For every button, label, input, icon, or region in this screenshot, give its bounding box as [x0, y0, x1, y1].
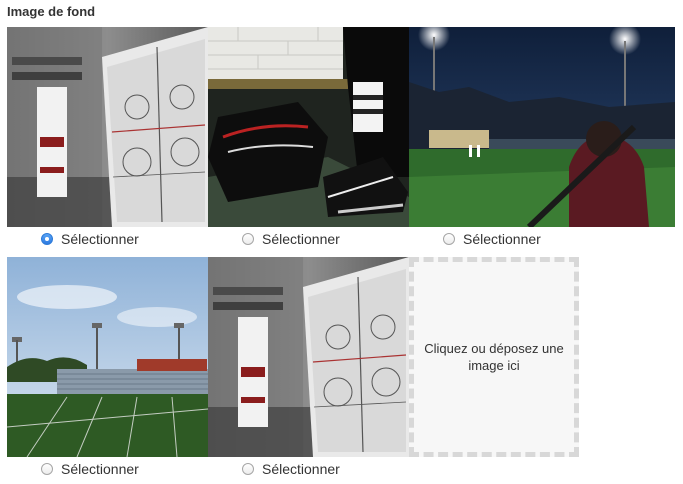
football-stadium-image: [7, 257, 208, 457]
select-option-2[interactable]: Sélectionner: [208, 227, 409, 251]
background-option-4: Sélectionner: [7, 257, 208, 481]
background-option-5: Sélectionner: [208, 257, 409, 481]
radio-button[interactable]: [41, 233, 53, 245]
select-label: Sélectionner: [262, 231, 340, 247]
select-label: Sélectionner: [61, 461, 139, 477]
section-title: Image de fond: [7, 4, 96, 19]
select-option-5[interactable]: Sélectionner: [208, 457, 409, 481]
image-upload-dropzone[interactable]: Cliquez ou déposez une image ici: [409, 257, 579, 457]
select-option-1[interactable]: Sélectionner: [7, 227, 208, 251]
baseball-field-image: [409, 27, 675, 227]
dropzone-text: Cliquez ou déposez une image ici: [424, 341, 564, 373]
select-option-4[interactable]: Sélectionner: [7, 457, 208, 481]
background-thumbnail-stadium[interactable]: [7, 257, 208, 457]
background-option-2: Sélectionner: [208, 27, 409, 251]
select-label: Sélectionner: [463, 231, 541, 247]
hockey-skates-image: [208, 27, 409, 227]
select-label: Sélectionner: [61, 231, 139, 247]
radio-button[interactable]: [41, 463, 53, 475]
background-option-3: Sélectionner: [409, 27, 675, 251]
background-option-1: Sélectionner: [7, 27, 208, 251]
select-label: Sélectionner: [262, 461, 340, 477]
radio-button[interactable]: [242, 463, 254, 475]
background-thumbnail-locker-room-2[interactable]: [208, 257, 409, 457]
background-thumbnail-locker-room[interactable]: [7, 27, 208, 227]
background-thumbnail-baseball[interactable]: [409, 27, 675, 227]
radio-button[interactable]: [443, 233, 455, 245]
select-option-3[interactable]: Sélectionner: [409, 227, 675, 251]
locker-room-image: [208, 257, 409, 457]
locker-room-image: [7, 27, 208, 227]
background-thumbnail-skates[interactable]: [208, 27, 409, 227]
radio-button[interactable]: [242, 233, 254, 245]
